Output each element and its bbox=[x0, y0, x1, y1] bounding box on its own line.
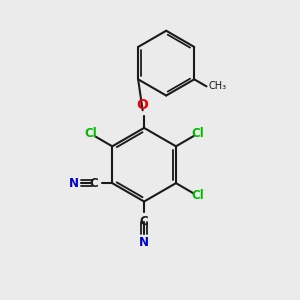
Text: N: N bbox=[68, 177, 78, 190]
Text: Cl: Cl bbox=[85, 128, 98, 140]
Text: C: C bbox=[90, 177, 98, 190]
Text: CH₃: CH₃ bbox=[209, 81, 227, 92]
Text: C: C bbox=[140, 215, 148, 228]
Text: O: O bbox=[137, 98, 148, 112]
Text: N: N bbox=[139, 236, 149, 249]
Text: Cl: Cl bbox=[192, 189, 204, 202]
Text: Cl: Cl bbox=[192, 128, 204, 140]
